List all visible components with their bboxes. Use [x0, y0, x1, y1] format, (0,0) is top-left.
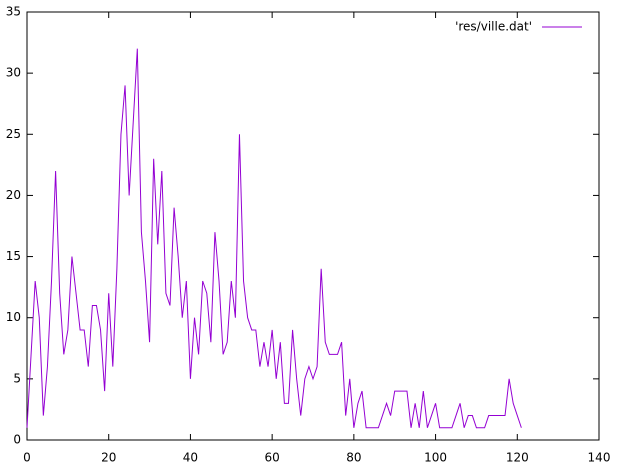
y-tick-label: 20 [6, 188, 21, 202]
x-tick-label: 20 [101, 451, 116, 465]
x-tick-label: 40 [183, 451, 198, 465]
y-tick-label: 0 [13, 433, 21, 447]
y-tick-label: 15 [6, 249, 21, 263]
legend-label: 'res/ville.dat' [455, 20, 532, 34]
y-tick-label: 35 [6, 5, 21, 19]
y-tick-label: 25 [6, 127, 21, 141]
y-tick-label: 5 [13, 371, 21, 385]
data-line [26, 48, 522, 429]
y-tick-label: 30 [6, 66, 21, 80]
x-tick-label: 140 [588, 451, 611, 465]
x-tick-label: 0 [23, 451, 31, 465]
x-tick-label: 100 [424, 451, 447, 465]
x-tick-label: 80 [346, 451, 361, 465]
x-tick-label: 120 [506, 451, 529, 465]
x-tick-label: 60 [265, 451, 280, 465]
y-tick-label: 10 [6, 310, 21, 324]
plot-frame [26, 11, 600, 441]
